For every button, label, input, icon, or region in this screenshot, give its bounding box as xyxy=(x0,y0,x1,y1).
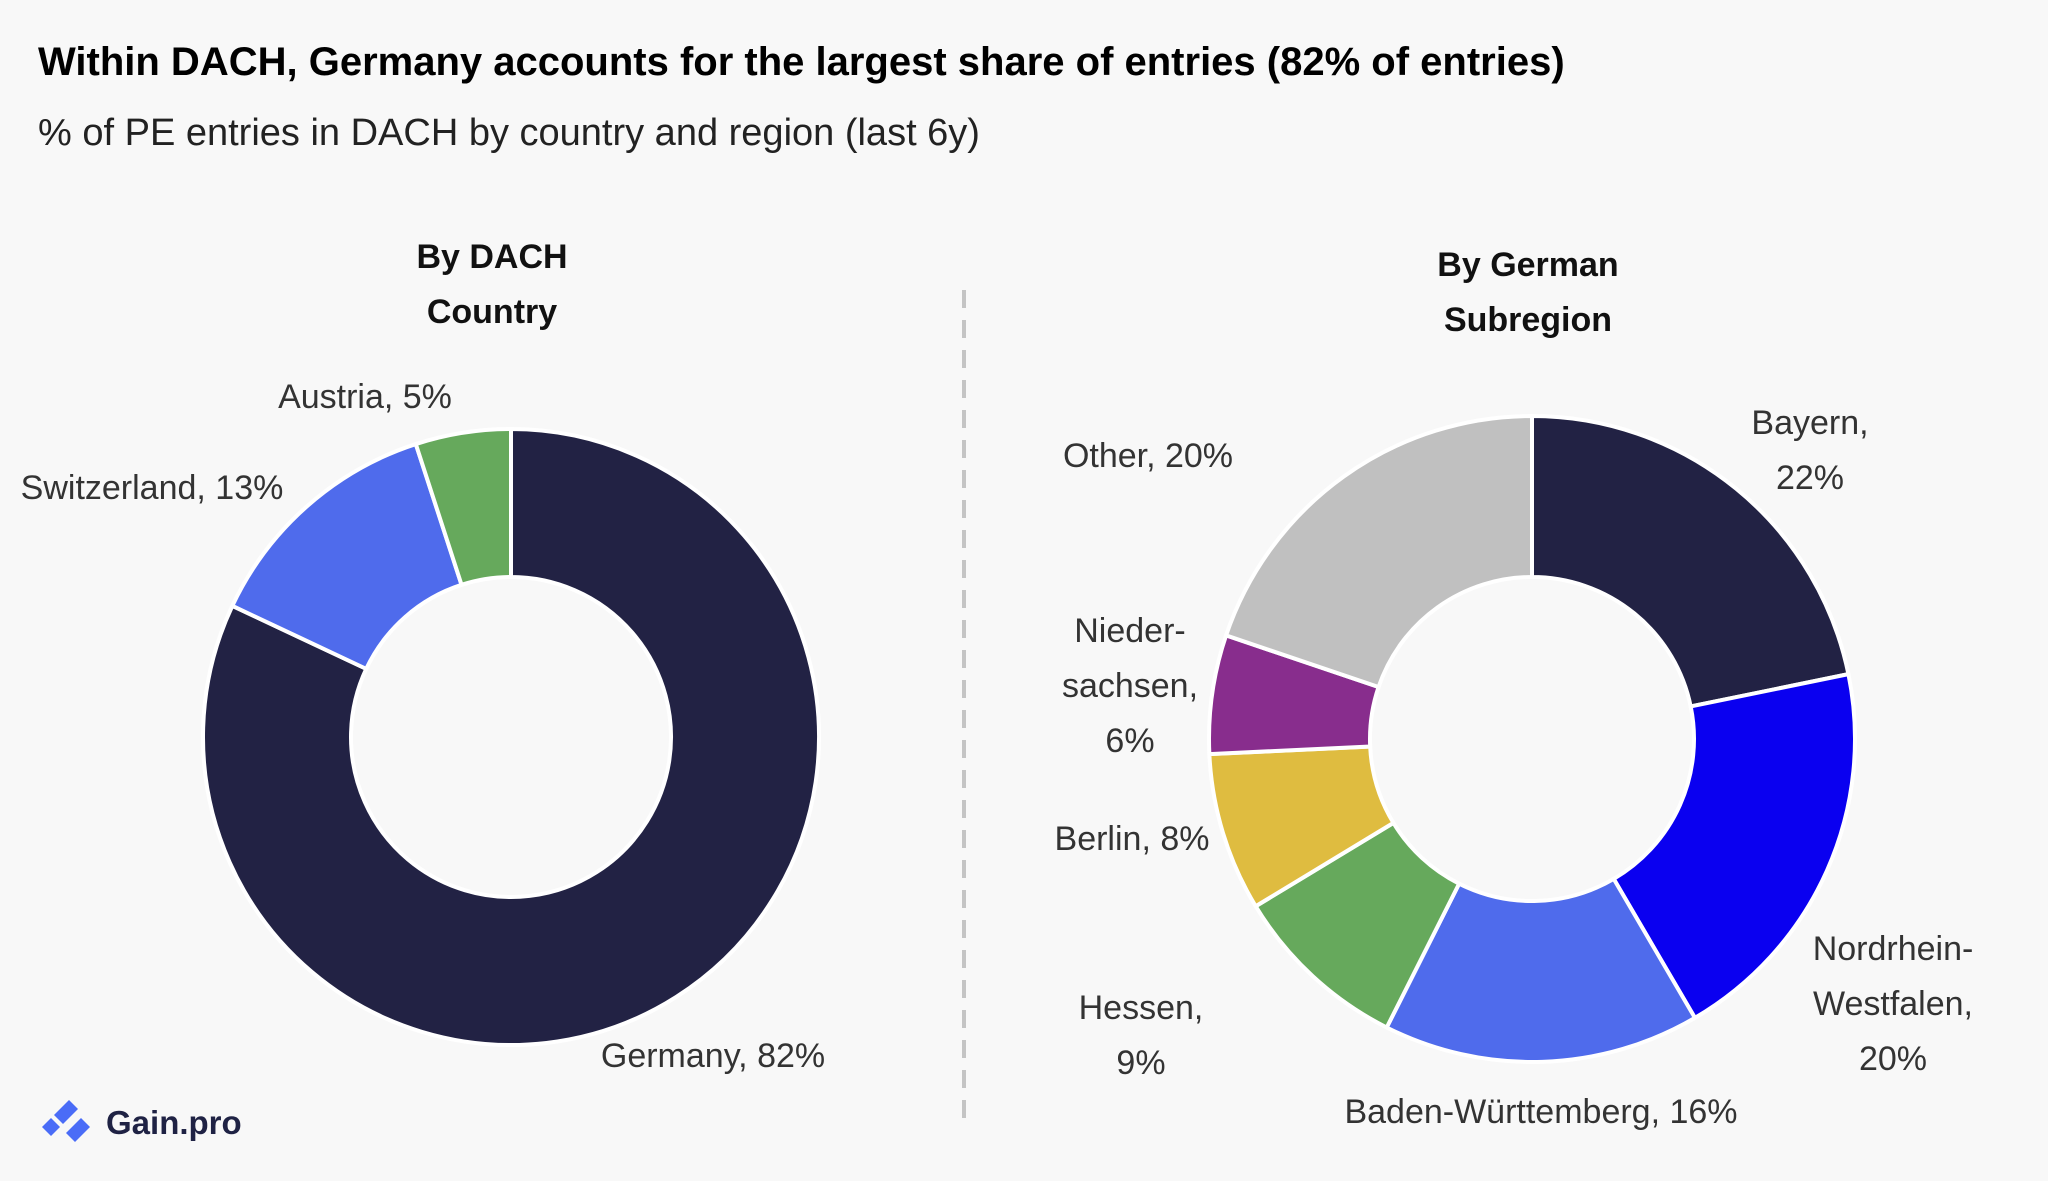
slice-nordrhein-westfalen xyxy=(1610,671,1857,1021)
panel-title-line: By German xyxy=(1437,246,1618,284)
slice-label-switzerland-line: Switzerland, 13% xyxy=(21,469,284,507)
slice-label-switzerland: Switzerland, 13% xyxy=(21,469,284,507)
slice-label-hessen-line: 9% xyxy=(1116,1044,1165,1082)
chart-headline: Within DACH, Germany accounts for the la… xyxy=(38,40,1565,84)
slice-label-bayern-line: Bayern, xyxy=(1751,404,1868,442)
slice-bayern xyxy=(1530,413,1851,709)
slice-label-baden-wurttemberg: Baden-Württemberg, 16% xyxy=(1344,1093,1737,1131)
slice-label-austria-line: Austria, 5% xyxy=(278,378,452,416)
slice-label-nordrhein-westfalen: Nordrhein- Westfalen, 20% xyxy=(1813,930,1974,1078)
panel-title: By German Subregion xyxy=(1437,246,1618,339)
slice-baden-wurttemberg xyxy=(1384,876,1698,1064)
slice-label-niedersachsen: Nieder-sachsen, 6% xyxy=(1062,612,1198,760)
slice-label-germany-line: Germany, 82% xyxy=(601,1037,825,1075)
slice-label-niedersachsen-line: 6% xyxy=(1105,722,1154,760)
panel-title-line: By DACH xyxy=(416,238,567,276)
slice-label-other-line: Other, 20% xyxy=(1063,437,1233,475)
panel-title: By DACH Country xyxy=(416,238,567,331)
slice-switzerland xyxy=(229,441,465,672)
slice-label-niedersachsen-line: sachsen, xyxy=(1062,667,1198,705)
slice-label-hessen-line: Hessen, xyxy=(1079,989,1204,1027)
brand-logo: Gain.pro xyxy=(42,1096,242,1150)
slice-label-berlin-line: Berlin, 8% xyxy=(1055,820,1210,858)
slice-label-bayern: Bayern, 22% xyxy=(1751,404,1868,497)
slice-austria xyxy=(413,426,513,588)
slice-other xyxy=(1223,413,1534,690)
slice-label-berlin: Berlin, 8% xyxy=(1055,820,1210,858)
panel-title-line: Country xyxy=(427,293,557,331)
slice-germany xyxy=(201,426,821,1047)
gain-pro-logo-icon xyxy=(42,1100,90,1142)
slice-label-austria: Austria, 5% xyxy=(278,378,452,416)
donut-chart-by-country: Germany, 82% Switzerland, 13% Austria, 5% B… xyxy=(21,238,825,1075)
slice-label-other: Other, 20% xyxy=(1063,437,1233,475)
donut-chart-by-subregion: Bayern, 22% Nordrhein- Westfalen, 20% Baden-W… xyxy=(1055,246,1974,1131)
slice-label-germany: Germany, 82% xyxy=(601,1037,825,1075)
brand-name: Gain.pro xyxy=(106,1104,242,1141)
slice-label-nordrhein-westfalen-line: 20% xyxy=(1859,1040,1927,1078)
panel-title-line: Subregion xyxy=(1444,301,1612,339)
slice-label-niedersachsen-line: Nieder- xyxy=(1074,612,1185,650)
chart-subheadline: % of PE entries in DACH by country and r… xyxy=(38,112,980,154)
slice-label-bayern-line: 22% xyxy=(1776,459,1844,497)
slice-label-baden-wurttemberg-line: Baden-Württemberg, 16% xyxy=(1344,1093,1737,1131)
slice-label-nordrhein-westfalen-line: Westfalen, xyxy=(1813,985,1973,1023)
slice-label-hessen: Hessen, 9% xyxy=(1079,989,1204,1082)
slice-label-nordrhein-westfalen-line: Nordrhein- xyxy=(1813,930,1974,968)
